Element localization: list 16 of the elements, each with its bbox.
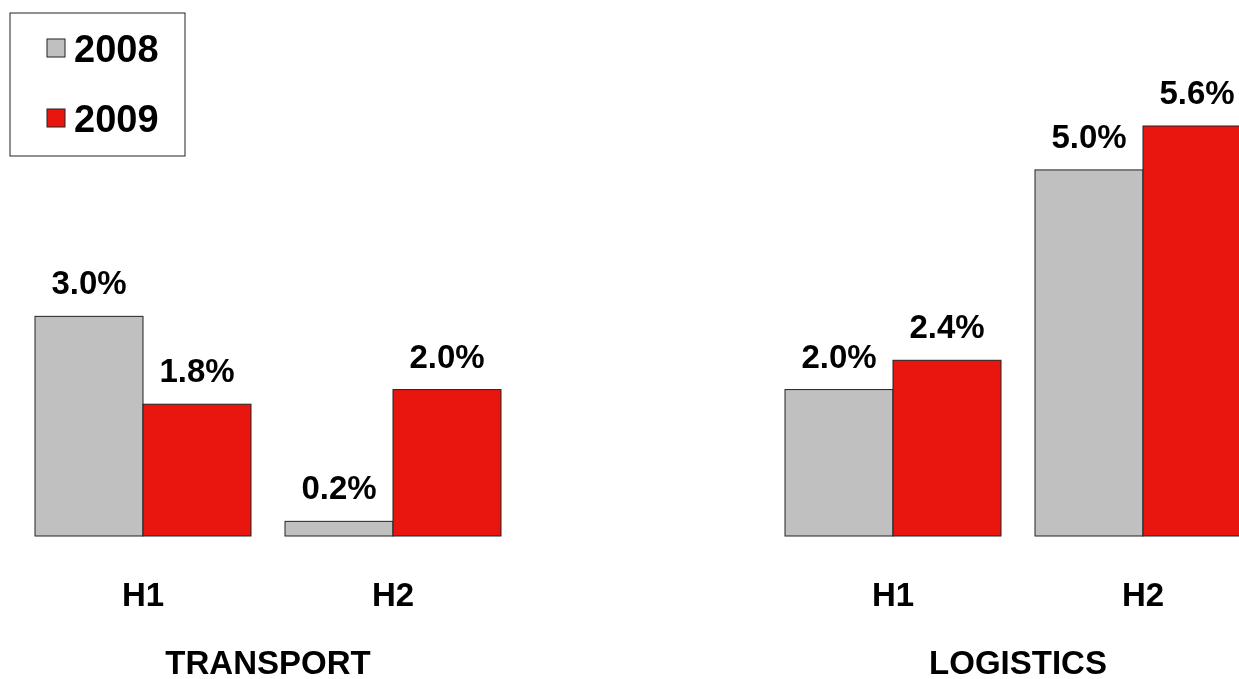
data-label: 5.6%	[1159, 74, 1235, 111]
x-tick-label: H2	[1121, 576, 1165, 613]
x-tick-label: H1	[121, 576, 165, 613]
data-label: 5.0%	[1051, 117, 1127, 155]
data-label: 1.8%	[159, 352, 235, 390]
x-axis-title: TRANSPORT	[165, 644, 371, 679]
x-tick-label: H1	[871, 576, 915, 613]
x-tick-label: H2	[371, 576, 415, 613]
data-label: 3.0%	[51, 264, 127, 302]
x-axis-title: LOGISTICS	[929, 644, 1107, 679]
legend-label: 2008	[74, 28, 159, 70]
data-label: 2.0%	[801, 337, 877, 375]
data-label: 2.4%	[909, 308, 985, 346]
data-label: 2.0%	[409, 337, 485, 375]
data-label: 0.2%	[301, 469, 377, 507]
legend-label: 2009	[74, 98, 159, 140]
